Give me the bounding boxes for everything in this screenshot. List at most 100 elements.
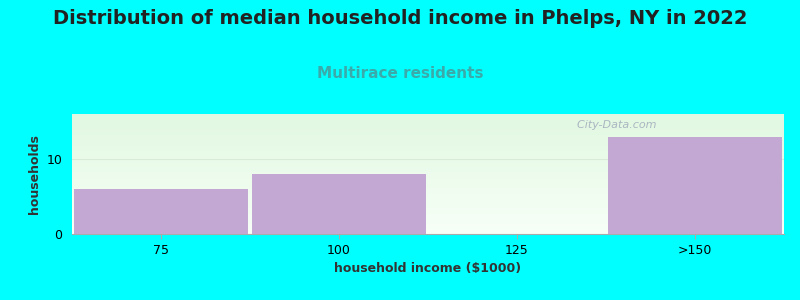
Bar: [72, 123, 784, 124]
Bar: [72, 152, 784, 153]
Bar: [72, 207, 784, 208]
Bar: [72, 203, 784, 204]
Bar: [72, 202, 784, 203]
Bar: [72, 155, 784, 156]
Bar: [72, 216, 784, 217]
Bar: [72, 151, 784, 152]
Bar: [72, 137, 784, 138]
Bar: [72, 200, 784, 201]
Bar: [72, 213, 784, 214]
Bar: [72, 193, 784, 194]
Bar: [72, 184, 784, 185]
Bar: [72, 194, 784, 195]
Bar: [72, 120, 784, 121]
Bar: [72, 115, 784, 116]
Bar: [72, 182, 784, 183]
Bar: [72, 126, 784, 127]
Bar: [72, 131, 784, 132]
Bar: [72, 197, 784, 198]
Bar: [608, 136, 782, 234]
Bar: [72, 163, 784, 164]
Bar: [72, 125, 784, 126]
Bar: [72, 190, 784, 191]
Bar: [72, 222, 784, 223]
Bar: [72, 162, 784, 163]
Bar: [72, 223, 784, 224]
Bar: [72, 208, 784, 209]
Bar: [72, 227, 784, 228]
Bar: [72, 142, 784, 143]
Bar: [72, 170, 784, 171]
Bar: [72, 141, 784, 142]
Bar: [72, 150, 784, 151]
Bar: [72, 133, 784, 134]
Bar: [72, 176, 784, 177]
Bar: [72, 172, 784, 173]
Bar: [72, 148, 784, 149]
Bar: [72, 158, 784, 159]
Bar: [72, 201, 784, 202]
Bar: [72, 124, 784, 125]
Bar: [72, 221, 784, 222]
Bar: [72, 210, 784, 211]
Bar: [72, 145, 784, 146]
Bar: [72, 136, 784, 137]
Bar: [72, 178, 784, 179]
Bar: [72, 161, 784, 162]
Bar: [72, 192, 784, 193]
Bar: [72, 174, 784, 175]
Bar: [72, 160, 784, 161]
Bar: [72, 119, 784, 120]
Bar: [72, 149, 784, 150]
Bar: [72, 186, 784, 187]
Bar: [72, 224, 784, 225]
Bar: [72, 225, 784, 226]
Bar: [72, 188, 784, 189]
Bar: [74, 189, 248, 234]
Bar: [72, 159, 784, 160]
Bar: [72, 231, 784, 232]
Bar: [72, 191, 784, 192]
Bar: [72, 214, 784, 215]
Bar: [72, 173, 784, 174]
Bar: [72, 177, 784, 178]
Bar: [72, 198, 784, 199]
Bar: [72, 165, 784, 166]
Bar: [72, 212, 784, 213]
Bar: [72, 122, 784, 123]
Bar: [72, 129, 784, 130]
Bar: [72, 157, 784, 158]
Bar: [72, 189, 784, 190]
Bar: [72, 140, 784, 141]
Text: Multirace residents: Multirace residents: [317, 66, 483, 81]
Bar: [72, 168, 784, 169]
Bar: [72, 232, 784, 233]
Text: City-Data.com: City-Data.com: [570, 120, 657, 130]
Bar: [72, 147, 784, 148]
Bar: [72, 130, 784, 131]
Bar: [72, 169, 784, 170]
Bar: [72, 219, 784, 220]
Bar: [72, 114, 784, 115]
Y-axis label: households: households: [28, 134, 41, 214]
Bar: [72, 132, 784, 133]
Bar: [72, 139, 784, 140]
Bar: [72, 143, 784, 144]
Bar: [72, 218, 784, 219]
Bar: [72, 175, 784, 176]
Bar: [72, 117, 784, 118]
Text: Distribution of median household income in Phelps, NY in 2022: Distribution of median household income …: [53, 9, 747, 28]
Bar: [72, 196, 784, 197]
Bar: [72, 179, 784, 180]
Bar: [72, 127, 784, 128]
Bar: [72, 181, 784, 182]
Bar: [252, 174, 426, 234]
Bar: [72, 229, 784, 230]
Bar: [72, 226, 784, 227]
Bar: [72, 187, 784, 188]
Bar: [72, 156, 784, 157]
Bar: [72, 205, 784, 206]
Bar: [72, 121, 784, 122]
Bar: [72, 135, 784, 136]
X-axis label: household income ($1000): household income ($1000): [334, 262, 522, 275]
